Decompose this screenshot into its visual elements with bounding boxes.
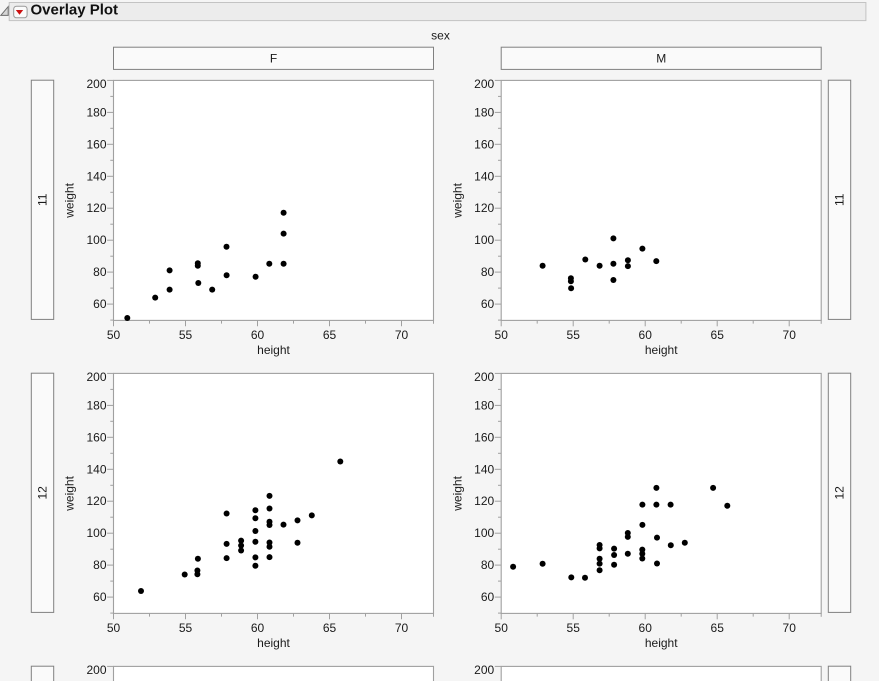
svg-text:50: 50 <box>107 621 121 635</box>
svg-text:height: height <box>257 343 290 357</box>
svg-text:120: 120 <box>86 201 106 215</box>
svg-text:height: height <box>257 636 290 650</box>
svg-text:160: 160 <box>86 137 106 151</box>
svg-text:55: 55 <box>567 328 581 342</box>
svg-text:11: 11 <box>833 193 847 206</box>
svg-text:140: 140 <box>86 169 106 183</box>
svg-text:11: 11 <box>36 193 50 206</box>
svg-text:55: 55 <box>179 621 193 635</box>
svg-text:180: 180 <box>86 398 106 412</box>
svg-text:60: 60 <box>251 328 265 342</box>
svg-text:140: 140 <box>474 169 494 183</box>
svg-text:70: 70 <box>783 328 797 342</box>
svg-text:80: 80 <box>481 558 495 572</box>
svg-text:weight: weight <box>63 182 77 218</box>
svg-text:50: 50 <box>495 621 509 635</box>
svg-text:12: 12 <box>36 486 50 500</box>
svg-text:80: 80 <box>481 265 495 279</box>
svg-text:55: 55 <box>567 621 581 635</box>
svg-text:100: 100 <box>86 233 106 247</box>
svg-text:60: 60 <box>251 621 265 635</box>
svg-text:100: 100 <box>474 526 494 540</box>
svg-text:60: 60 <box>481 297 495 311</box>
svg-text:50: 50 <box>107 328 121 342</box>
svg-text:160: 160 <box>474 137 494 151</box>
svg-text:180: 180 <box>86 105 106 119</box>
svg-text:70: 70 <box>395 621 409 635</box>
svg-text:60: 60 <box>93 590 107 604</box>
svg-text:60: 60 <box>639 328 653 342</box>
svg-text:weight: weight <box>450 475 464 511</box>
svg-text:50: 50 <box>495 328 509 342</box>
svg-text:140: 140 <box>474 462 494 476</box>
svg-text:65: 65 <box>323 328 337 342</box>
svg-text:200: 200 <box>86 370 106 384</box>
svg-text:120: 120 <box>474 494 494 508</box>
svg-text:100: 100 <box>474 233 494 247</box>
svg-text:height: height <box>645 636 678 650</box>
svg-text:70: 70 <box>783 621 797 635</box>
svg-text:200: 200 <box>474 77 494 91</box>
svg-text:height: height <box>645 343 678 357</box>
svg-text:65: 65 <box>323 621 337 635</box>
svg-text:160: 160 <box>86 430 106 444</box>
svg-text:200: 200 <box>474 663 494 677</box>
svg-text:80: 80 <box>93 558 107 572</box>
svg-text:200: 200 <box>474 370 494 384</box>
svg-text:160: 160 <box>474 430 494 444</box>
svg-text:M: M <box>656 52 666 66</box>
svg-text:180: 180 <box>474 398 494 412</box>
svg-text:200: 200 <box>86 77 106 91</box>
svg-text:65: 65 <box>711 621 725 635</box>
svg-text:Overlay Plot: Overlay Plot <box>31 2 119 19</box>
svg-text:100: 100 <box>86 526 106 540</box>
svg-text:60: 60 <box>639 621 653 635</box>
svg-text:80: 80 <box>93 265 107 279</box>
svg-text:weight: weight <box>63 475 77 511</box>
svg-text:140: 140 <box>86 462 106 476</box>
svg-text:120: 120 <box>474 201 494 215</box>
svg-text:200: 200 <box>86 663 106 677</box>
svg-text:60: 60 <box>481 590 495 604</box>
svg-text:F: F <box>270 52 277 66</box>
svg-text:65: 65 <box>711 328 725 342</box>
svg-text:weight: weight <box>450 182 464 218</box>
svg-text:70: 70 <box>395 328 409 342</box>
svg-text:55: 55 <box>179 328 193 342</box>
svg-text:12: 12 <box>833 486 847 500</box>
svg-text:180: 180 <box>474 105 494 119</box>
svg-text:120: 120 <box>86 494 106 508</box>
svg-text:60: 60 <box>93 297 107 311</box>
svg-text:sex: sex <box>431 29 450 43</box>
